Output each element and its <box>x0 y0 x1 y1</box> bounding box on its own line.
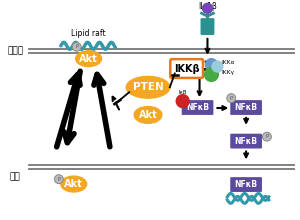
Circle shape <box>202 3 212 13</box>
Text: Akt: Akt <box>79 54 98 64</box>
Circle shape <box>227 94 236 103</box>
Text: IKKγ: IKKγ <box>221 70 234 75</box>
FancyBboxPatch shape <box>170 59 203 78</box>
FancyBboxPatch shape <box>230 134 262 148</box>
Text: NFκB: NFκB <box>186 103 209 112</box>
FancyBboxPatch shape <box>182 100 213 115</box>
FancyBboxPatch shape <box>200 18 214 35</box>
Text: P: P <box>265 134 268 139</box>
Circle shape <box>206 59 218 70</box>
Text: Akt: Akt <box>139 110 158 120</box>
FancyBboxPatch shape <box>230 100 262 115</box>
Text: IL-1β: IL-1β <box>198 2 217 11</box>
Text: P: P <box>230 96 233 101</box>
Circle shape <box>54 175 63 183</box>
Circle shape <box>176 95 189 108</box>
Ellipse shape <box>76 51 101 67</box>
Text: 細胞膜: 細胞膜 <box>7 46 23 55</box>
Ellipse shape <box>126 76 170 98</box>
Text: NFκB: NFκB <box>235 137 258 146</box>
FancyBboxPatch shape <box>230 177 262 192</box>
Text: Lipid raft: Lipid raft <box>71 29 106 38</box>
Ellipse shape <box>134 106 162 123</box>
Circle shape <box>205 68 218 81</box>
Text: Akt: Akt <box>64 179 83 189</box>
Circle shape <box>72 42 81 51</box>
Circle shape <box>262 132 272 141</box>
Text: NFκB: NFκB <box>235 103 258 112</box>
Text: 核内: 核内 <box>10 173 21 182</box>
Text: IKKα: IKKα <box>221 60 235 65</box>
Circle shape <box>212 61 223 72</box>
Text: IKKβ: IKKβ <box>174 64 200 73</box>
Text: PTEN: PTEN <box>133 82 164 92</box>
Text: IκB: IκB <box>178 90 187 95</box>
Text: P: P <box>57 177 60 182</box>
Text: P: P <box>75 44 78 49</box>
Text: NFκB: NFκB <box>235 180 258 189</box>
Ellipse shape <box>61 176 87 192</box>
